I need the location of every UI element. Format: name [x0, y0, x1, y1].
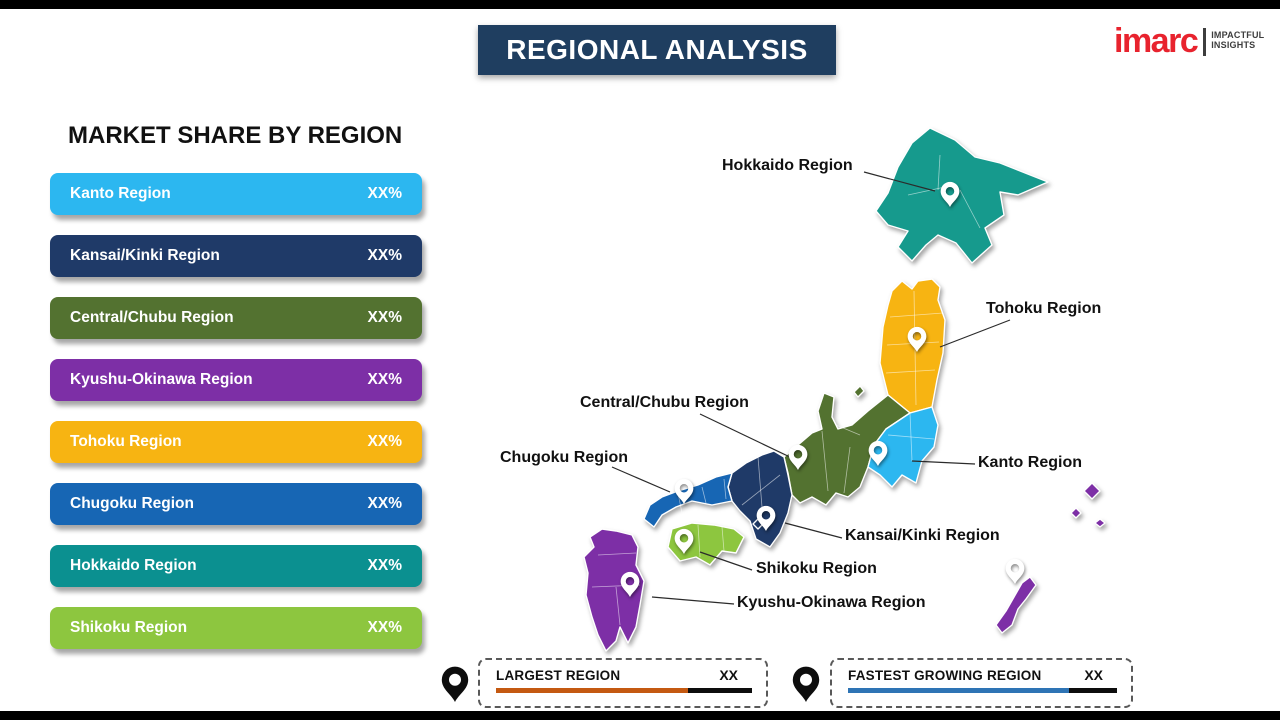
region-value: XX%	[367, 371, 402, 388]
connector-chugoku	[611, 466, 671, 493]
map-region-tohoku	[879, 278, 946, 414]
market-share-heading: MARKET SHARE BY REGION	[68, 122, 403, 149]
logo-tagline: IMPACTFUL INSIGHTS	[1211, 26, 1264, 50]
map-label-tohoku: Tohoku Region	[986, 300, 1102, 317]
logo-divider	[1203, 28, 1207, 56]
region-label: Kanto Region	[70, 185, 171, 202]
fastest-growing-bar	[848, 688, 1117, 693]
region-value: XX%	[367, 495, 402, 512]
page-title: REGIONAL ANALYSIS	[478, 25, 836, 75]
map-island-amami	[1083, 482, 1101, 500]
largest-region-label: LARGEST REGION	[496, 667, 621, 683]
largest-region-value: XX	[719, 667, 738, 683]
japan-map-svg	[583, 127, 1106, 652]
region-value: XX%	[367, 433, 402, 450]
region-label: Shikoku Region	[70, 619, 188, 636]
largest-region-bar-accent	[496, 688, 688, 693]
region-value: XX%	[367, 619, 402, 636]
connector-kansai	[784, 522, 843, 539]
legend-largest-region: LARGEST REGION XX	[478, 658, 768, 708]
map-pin-hokkaido	[940, 181, 960, 207]
region-label: Tohoku Region	[70, 433, 182, 450]
region-value: XX%	[367, 247, 402, 264]
imarc-logo: imarc IMPACTFUL INSIGHTS	[1114, 22, 1264, 60]
map-pin-chubu	[788, 444, 808, 470]
map-pin-tohoku	[907, 326, 927, 352]
map-label-chugoku: Chugoku Region	[500, 449, 628, 466]
logo-tagline-line2: INSIGHTS	[1211, 40, 1256, 50]
connector-kyushu-okinawa	[651, 596, 735, 605]
region-value: XX%	[367, 309, 402, 326]
map-region-kansai	[727, 450, 793, 548]
share-row-kanto: Kanto Region XX%	[50, 173, 422, 215]
map-pin-okinawa	[1005, 558, 1025, 584]
market-share-panel: Kanto Region XX% Kansai/Kinki Region XX%…	[50, 173, 422, 649]
share-row-kyushu-okinawa: Kyushu-Okinawa Region XX%	[50, 359, 422, 401]
map-island-small-2	[1094, 518, 1106, 528]
map-pin-kanto	[868, 440, 888, 466]
map-label-central-chubu: Central/Chubu Region	[580, 394, 749, 411]
top-black-bar	[0, 0, 1280, 9]
fastest-growing-pin-icon	[792, 666, 820, 702]
map-pin-kansai	[756, 505, 776, 531]
region-value: XX%	[367, 185, 402, 202]
region-label: Hokkaido Region	[70, 557, 197, 574]
map-label-hokkaido: Hokkaido Region	[722, 157, 853, 174]
connector-central-chubu	[699, 413, 793, 459]
map-label-shikoku: Shikoku Region	[756, 560, 877, 577]
map-island-small-1	[1070, 507, 1082, 519]
region-label: Chugoku Region	[70, 495, 194, 512]
map-regions-group	[583, 127, 1106, 652]
fastest-growing-label: FASTEST GROWING REGION	[848, 667, 1042, 683]
largest-region-pin-icon	[441, 666, 469, 702]
map-pin-kyushu	[620, 571, 640, 597]
connector-kanto	[911, 460, 976, 465]
map-region-kyushu	[583, 528, 645, 652]
share-row-central-chubu: Central/Chubu Region XX%	[50, 297, 422, 339]
share-row-chugoku: Chugoku Region XX%	[50, 483, 422, 525]
label-connector-lines	[611, 171, 1011, 605]
share-row-tohoku: Tohoku Region XX%	[50, 421, 422, 463]
bottom-black-bar	[0, 711, 1280, 720]
share-row-kansai: Kansai/Kinki Region XX%	[50, 235, 422, 277]
share-row-shikoku: Shikoku Region XX%	[50, 607, 422, 649]
legend-fastest-growing-region: FASTEST GROWING REGION XX	[830, 658, 1133, 708]
logo-tagline-line1: IMPACTFUL	[1211, 30, 1265, 40]
page-title-text: REGIONAL ANALYSIS	[506, 34, 808, 65]
map-pin-chugoku	[674, 478, 694, 504]
map-pins-group	[620, 181, 1025, 597]
largest-region-bar	[496, 688, 752, 693]
fastest-growing-value: XX	[1084, 667, 1103, 683]
region-label: Kyushu-Okinawa Region	[70, 371, 253, 388]
region-label: Kansai/Kinki Region	[70, 247, 220, 264]
map-label-kyushu-okinawa: Kyushu-Okinawa Region	[737, 594, 926, 611]
map-label-kanto: Kanto Region	[978, 454, 1082, 471]
map-region-hokkaido	[875, 127, 1049, 264]
map-island-okinawa-main	[995, 576, 1037, 634]
map-island-sado	[853, 385, 865, 398]
region-value: XX%	[367, 557, 402, 574]
region-label: Central/Chubu Region	[70, 309, 234, 326]
connector-hokkaido	[863, 171, 936, 192]
fastest-growing-bar-accent	[848, 688, 1069, 693]
connector-tohoku	[939, 319, 1011, 348]
map-label-kansai: Kansai/Kinki Region	[845, 527, 1000, 544]
fastest-growing-bar-rest	[1068, 688, 1117, 693]
largest-region-bar-rest	[688, 688, 752, 693]
connector-shikoku	[699, 551, 753, 571]
map-pin-shikoku	[674, 528, 694, 554]
logo-brand-text: imarc	[1114, 22, 1199, 60]
share-row-hokkaido: Hokkaido Region XX%	[50, 545, 422, 587]
